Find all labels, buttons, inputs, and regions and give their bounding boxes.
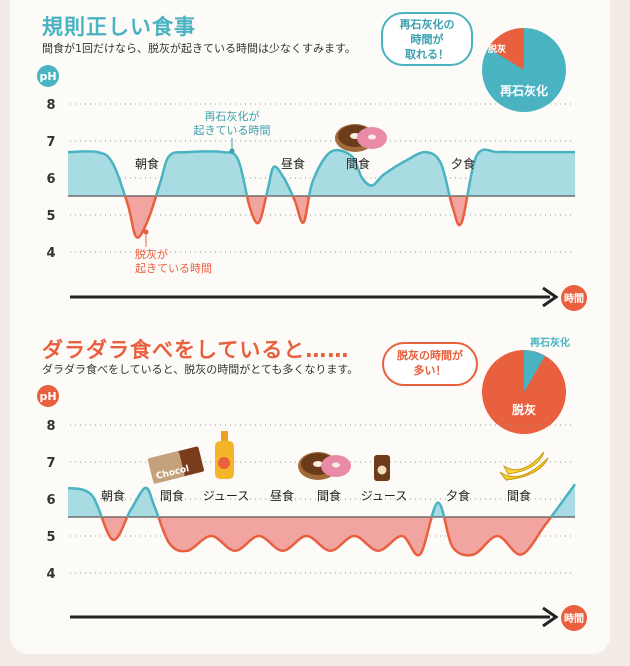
section2-subtitle: ダラダラ食べをしていると、脱灰の時間がとても多くなります。: [42, 363, 359, 376]
section1-subtitle: 間食が1回だけなら、脱灰が起きている時間は少なくすみます。: [42, 42, 356, 55]
chart2-ph-curve-lower: [100, 517, 553, 557]
bubble-line: 多い！: [413, 364, 447, 377]
pie-label-large: 再石灰化: [500, 83, 548, 98]
pie-slice-remineralization: [524, 350, 545, 392]
y-tick-label: 7: [46, 456, 55, 471]
ph-badge-1: [37, 65, 59, 87]
banana-icon: [499, 451, 549, 481]
y-tick-label: 7: [46, 135, 55, 150]
section1-title: 規則正しい食事: [42, 15, 196, 39]
chocolate-icon: Chocol: [148, 446, 204, 484]
chart2-ph-curve-upper: [67, 483, 577, 517]
bubble-line: 時間が: [410, 33, 444, 46]
annotation-remineralization-line1: 再石灰化が: [205, 109, 260, 123]
meal-label: 朝食: [135, 156, 159, 171]
chart1-remineralization-area: [68, 149, 575, 196]
chart1-ph-curve-lower: [123, 196, 469, 239]
xlabel-time: 時間: [564, 292, 584, 305]
pie-label-small: 再石灰化: [530, 336, 570, 349]
ph-badge-2: [37, 385, 59, 407]
time-badge-2: [561, 605, 587, 631]
annotation-demineralization-line1: 脱灰が: [135, 247, 168, 261]
meal-label: ジュース: [361, 489, 408, 503]
section2-pie-chart: 再石灰化 脱灰: [482, 336, 570, 434]
y-tick-label: 5: [46, 530, 55, 545]
y-tick-label: 4: [46, 567, 55, 582]
y-tick-label: 8: [46, 419, 55, 434]
section2-speech-bubble: 脱灰の時間が 多い！: [382, 342, 478, 386]
y-tick-label: 5: [46, 209, 55, 224]
meal-label: 夕食: [451, 156, 475, 171]
meal-label: 間食: [346, 156, 370, 171]
annotation-demineralization-line2: 起きている時間: [135, 262, 212, 275]
donut-icon: [335, 124, 387, 152]
meal-label: 夕食: [446, 488, 470, 503]
bubble-line: 取れる！: [405, 48, 449, 61]
meal-label: 昼食: [281, 156, 305, 171]
pie-label-large: 脱灰: [512, 402, 536, 417]
meal-label: 間食: [317, 488, 341, 503]
juice-bottle-icon: [215, 431, 234, 479]
time-badge-1: [561, 285, 587, 311]
ylabel-ph: pH: [39, 70, 56, 83]
chart2-y-ticks: 8 7 6 5 4: [46, 419, 575, 582]
pie-label-small: 脱灰: [488, 43, 506, 55]
bubble-line: 脱灰の時間が: [397, 349, 463, 362]
arrow-head-icon: [542, 286, 559, 308]
bubble-line: 再石灰化の: [399, 18, 455, 31]
donut-icon: [298, 452, 351, 480]
section2-title: ダラダラ食べをしていると……: [42, 338, 350, 362]
meal-label: 間食: [160, 488, 184, 503]
chart1-meal-labels: 朝食 昼食 間食 夕食: [135, 156, 475, 171]
annotation-remineralization-line2: 起きている時間: [194, 124, 271, 137]
juice-can-icon: [374, 455, 390, 481]
annotation-dot: [143, 229, 149, 235]
y-tick-label: 8: [46, 98, 55, 113]
meal-label: 間食: [507, 488, 531, 503]
xlabel-time: 時間: [564, 612, 584, 625]
meal-label: 朝食: [101, 488, 125, 503]
chart2-meal-labels: 朝食 間食 ジュース 昼食 間食 ジュース 夕食 間食: [101, 488, 531, 503]
meal-label: ジュース: [203, 489, 250, 503]
ylabel-ph: pH: [39, 390, 56, 403]
annotation-dot: [229, 148, 235, 154]
section1-speech-bubble: 再石灰化の 時間が 取れる！: [381, 12, 473, 66]
y-tick-label: 6: [46, 493, 55, 508]
arrow-head-icon: [542, 606, 559, 628]
meal-label: 昼食: [270, 488, 294, 503]
y-tick-label: 4: [46, 246, 55, 261]
section1-pie-chart: 脱灰 再石灰化: [482, 27, 566, 112]
pie-slice-demineralization: [488, 27, 524, 70]
y-tick-label: 6: [46, 172, 55, 187]
